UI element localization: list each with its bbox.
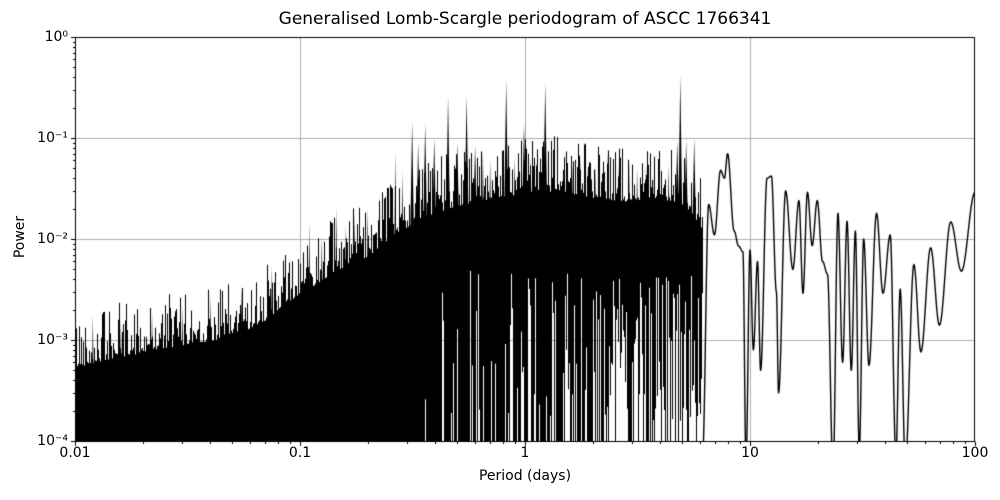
y-tick-label: 10⁰	[44, 29, 68, 45]
y-tick-label: 10⁻³	[37, 332, 68, 348]
x-tick-label: 0.01	[59, 445, 91, 461]
y-axis-label: Power	[12, 215, 28, 259]
y-tick-label: 10⁻⁴	[37, 433, 68, 449]
chart-title: Generalised Lomb-Scargle periodogram of …	[278, 9, 772, 29]
y-tick-label: 10⁻¹	[37, 130, 68, 146]
x-tick-label: 10	[741, 445, 759, 461]
x-axis-label: Period (days)	[478, 468, 572, 484]
x-tick-label: 1	[520, 445, 530, 461]
y-tick-label: 10⁻²	[37, 231, 68, 247]
x-tick-label: 0.1	[288, 445, 312, 461]
x-tick-label: 100	[961, 445, 989, 461]
